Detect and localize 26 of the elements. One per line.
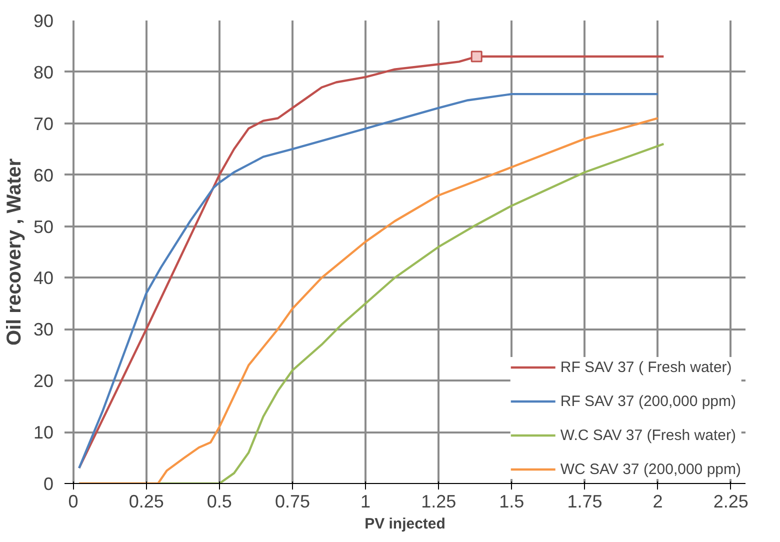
y-tick-label: 70 [33,114,54,134]
x-tick-label: 0.5 [206,492,232,512]
x-tick-label: 0 [68,492,78,512]
x-tick-label: 0.25 [128,492,164,512]
y-tick-label: 60 [33,165,54,186]
x-tick-label: 1.75 [567,492,602,512]
y-tick-label: 90 [33,11,54,31]
legend-label: RF SAV 37 (200,000 ppm) [560,392,736,410]
x-tick-label: 1 [360,492,371,512]
y-tick-label: 80 [33,62,54,82]
y-tick-label: 10 [33,422,54,443]
y-tick-label: 50 [33,216,54,237]
legend-label: WC SAV 37 (200,000 ppm) [560,460,741,478]
legend-label: W.C SAV 37 (Fresh water) [560,426,736,444]
legend-label: RF SAV 37 ( Fresh water) [560,358,732,376]
y-tick-label: 0 [43,474,54,494]
y-tick-label: 40 [33,268,54,288]
x-tick-label: 1.25 [421,492,456,512]
x-tick-label: 2 [652,492,663,512]
x-axis-title: PV injected [364,516,446,532]
y-tick-label: 20 [33,371,54,392]
x-tick-label: 1.5 [499,492,524,512]
x-tick-label: 2.25 [713,492,748,512]
y-tick-label: 30 [33,320,54,340]
y-axis-title: Oil recovery , Water [3,158,26,346]
x-tick-label: 0.75 [274,492,310,512]
